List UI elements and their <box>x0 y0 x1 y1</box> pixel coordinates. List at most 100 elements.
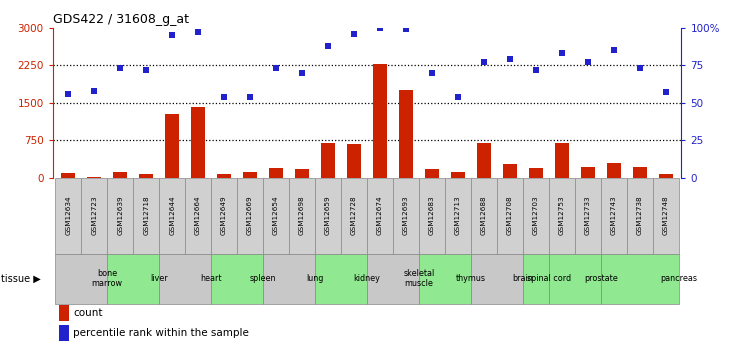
Bar <box>315 178 341 254</box>
Bar <box>471 178 497 254</box>
Bar <box>601 254 678 304</box>
Text: liver: liver <box>151 274 168 283</box>
Point <box>88 88 100 93</box>
Bar <box>139 174 154 178</box>
Text: GSM12688: GSM12688 <box>481 196 487 235</box>
Text: GSM12718: GSM12718 <box>143 196 149 235</box>
Text: GSM12748: GSM12748 <box>663 196 669 235</box>
Text: GSM12644: GSM12644 <box>169 196 175 235</box>
Bar <box>373 64 387 178</box>
Bar <box>81 178 107 254</box>
Bar <box>445 178 471 254</box>
Bar <box>393 178 419 254</box>
Text: GSM12723: GSM12723 <box>91 196 97 235</box>
Bar <box>113 172 127 178</box>
Bar <box>346 144 361 178</box>
Text: GSM12669: GSM12669 <box>247 196 253 235</box>
Bar <box>653 178 678 254</box>
Bar <box>211 178 237 254</box>
Bar <box>451 172 465 178</box>
Point <box>348 31 360 36</box>
Bar <box>87 177 102 178</box>
Text: GSM12753: GSM12753 <box>558 196 565 235</box>
Bar <box>523 178 549 254</box>
Bar <box>185 178 211 254</box>
Bar <box>295 169 309 178</box>
Bar <box>133 178 159 254</box>
Point <box>530 67 542 72</box>
Point <box>244 94 256 99</box>
Text: prostate: prostate <box>584 274 618 283</box>
Bar <box>555 143 569 178</box>
Point <box>660 89 672 95</box>
Bar <box>419 178 445 254</box>
Text: GSM12639: GSM12639 <box>117 196 124 235</box>
Point <box>140 67 152 72</box>
Text: GSM12743: GSM12743 <box>610 196 617 235</box>
Text: GSM12659: GSM12659 <box>325 196 331 235</box>
Text: heart: heart <box>200 274 221 283</box>
Text: GSM12664: GSM12664 <box>195 196 201 235</box>
Bar <box>61 173 75 178</box>
Text: count: count <box>73 308 103 318</box>
Point <box>270 65 282 71</box>
Bar <box>159 254 211 304</box>
Bar <box>503 165 517 178</box>
Bar <box>321 143 335 178</box>
Point <box>478 59 490 65</box>
Point <box>166 32 178 38</box>
Bar <box>471 254 523 304</box>
Text: bone
marrow: bone marrow <box>91 269 123 288</box>
Bar <box>549 178 575 254</box>
Bar <box>243 172 257 178</box>
Bar <box>367 178 393 254</box>
Text: GSM12728: GSM12728 <box>351 196 357 235</box>
Bar <box>601 178 626 254</box>
Bar <box>607 163 621 178</box>
Text: GSM12683: GSM12683 <box>429 196 435 235</box>
Bar <box>529 168 543 178</box>
Point <box>62 91 74 96</box>
Bar <box>107 254 159 304</box>
Bar <box>263 178 289 254</box>
Text: percentile rank within the sample: percentile rank within the sample <box>73 328 249 338</box>
Text: GSM12738: GSM12738 <box>637 196 643 235</box>
Bar <box>56 178 81 254</box>
Point <box>504 56 515 62</box>
Point <box>608 47 620 53</box>
Point <box>374 25 386 30</box>
Point <box>296 70 308 76</box>
Text: skeletal
muscle: skeletal muscle <box>404 269 434 288</box>
Point <box>556 50 568 56</box>
Text: GSM12713: GSM12713 <box>455 196 461 235</box>
Bar <box>217 175 231 178</box>
Text: tissue ▶: tissue ▶ <box>1 274 40 284</box>
Bar <box>211 254 263 304</box>
Text: GSM12708: GSM12708 <box>507 196 513 235</box>
Text: brain: brain <box>512 274 533 283</box>
Text: GSM12703: GSM12703 <box>533 196 539 235</box>
Text: GDS422 / 31608_g_at: GDS422 / 31608_g_at <box>53 13 189 27</box>
Bar <box>191 107 205 178</box>
Bar <box>497 178 523 254</box>
Bar <box>59 325 69 341</box>
Bar <box>477 143 491 178</box>
Bar <box>580 167 595 178</box>
Bar <box>399 90 413 178</box>
Bar <box>269 168 283 178</box>
Point <box>582 59 594 65</box>
Bar <box>523 254 549 304</box>
Bar <box>632 167 647 178</box>
Bar <box>159 178 185 254</box>
Bar <box>263 254 315 304</box>
Point <box>426 70 438 76</box>
Bar <box>289 178 315 254</box>
Text: spleen: spleen <box>250 274 276 283</box>
Text: GSM12733: GSM12733 <box>585 196 591 235</box>
Bar <box>659 175 673 178</box>
Bar <box>59 305 69 321</box>
Text: thymus: thymus <box>456 274 486 283</box>
Bar <box>626 178 653 254</box>
Bar <box>341 178 367 254</box>
Bar <box>237 178 263 254</box>
